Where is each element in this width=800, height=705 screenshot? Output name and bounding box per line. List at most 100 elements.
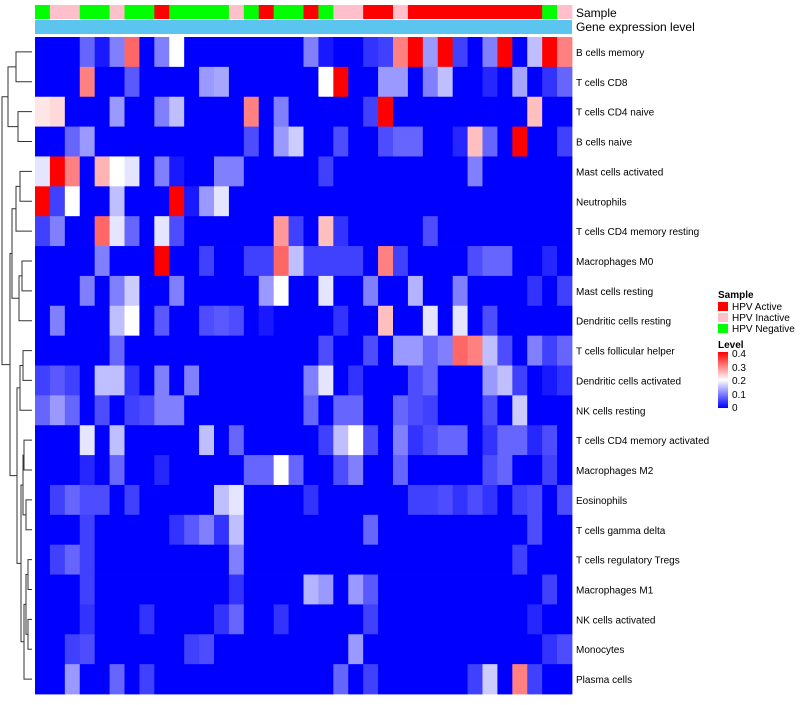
- heatmap-cell: [154, 574, 170, 605]
- legend-swatch-hpv-inactive: [718, 313, 728, 322]
- heatmap-cell: [35, 634, 51, 665]
- dendrogram-branch: [16, 387, 21, 564]
- heatmap-cells: [35, 37, 573, 695]
- heatmap-cell: [243, 66, 260, 98]
- heatmap-cell: [452, 275, 468, 307]
- heatmap-cell: [467, 305, 483, 337]
- heatmap-cell: [378, 186, 394, 217]
- heatmap-cell: [542, 395, 558, 426]
- heatmap-cell: [348, 216, 364, 247]
- heatmap-cell: [557, 335, 573, 366]
- heatmap-cell: [333, 96, 349, 127]
- heatmap-cell: [407, 425, 424, 456]
- heatmap-cell: [124, 37, 140, 68]
- heatmap-cell: [288, 156, 304, 187]
- heatmap-cell: [258, 664, 275, 695]
- sample-track-cell: [199, 5, 215, 19]
- heatmap-cell: [288, 37, 304, 68]
- heatmap-cell: [94, 604, 110, 635]
- heatmap-cell: [139, 604, 155, 635]
- row-label: Plasma cells: [576, 675, 632, 686]
- sample-track-cell: [169, 5, 185, 19]
- heatmap-cell: [94, 126, 110, 157]
- heatmap-cell: [527, 425, 543, 456]
- heatmap-cell: [184, 604, 200, 635]
- heatmap-cell: [124, 96, 140, 127]
- heatmap-cell: [557, 574, 573, 605]
- heatmap-cell: [393, 484, 409, 516]
- heatmap-cell: [273, 216, 289, 247]
- legend-label-hpv-active: HPV Active: [732, 302, 782, 313]
- heatmap-cell: [243, 455, 260, 486]
- row-label: T cells gamma delta: [576, 526, 666, 537]
- heatmap-cell: [154, 395, 170, 426]
- heatmap-cell: [348, 395, 364, 426]
- heatmap-cell: [169, 455, 185, 486]
- heatmap-cell: [407, 335, 424, 366]
- heatmap-cell: [243, 395, 260, 426]
- heatmap-cell: [303, 455, 319, 486]
- heatmap-cell: [512, 544, 528, 575]
- heatmap-cell: [482, 365, 498, 396]
- heatmap-cell: [303, 126, 319, 157]
- heatmap-cell: [79, 604, 96, 635]
- heatmap-cell: [452, 484, 468, 516]
- row-label: NK cells resting: [576, 406, 645, 417]
- sample-track-cell: [378, 5, 394, 19]
- heatmap-cell: [258, 335, 275, 366]
- heatmap-cell: [303, 37, 319, 68]
- heatmap-cell: [35, 514, 51, 546]
- heatmap-cell: [258, 604, 275, 635]
- heatmap-cell: [109, 365, 125, 396]
- heatmap-cell: [154, 305, 170, 337]
- heatmap-cell: [467, 634, 483, 665]
- heatmap-cell: [527, 246, 543, 277]
- heatmap-cell: [363, 455, 379, 486]
- heatmap-cell: [497, 395, 513, 426]
- heatmap-cell: [363, 544, 379, 575]
- heatmap-cell: [139, 634, 155, 665]
- heatmap-cell: [303, 365, 319, 396]
- heatmap-cell: [64, 395, 81, 426]
- heatmap-cell: [228, 425, 245, 456]
- heatmap-cell: [49, 395, 66, 426]
- sample-track-cell: [512, 5, 528, 19]
- heatmap-cell: [35, 275, 51, 307]
- heatmap-cell: [273, 275, 289, 307]
- sample-track-cell: [542, 5, 558, 19]
- heatmap-cell: [288, 66, 304, 98]
- heatmap-cell: [35, 126, 51, 157]
- heatmap-cell: [258, 365, 275, 396]
- heatmap-cell: [393, 335, 409, 366]
- heatmap-cell: [318, 365, 334, 396]
- heatmap-cell: [482, 604, 498, 635]
- heatmap-cell: [318, 544, 334, 575]
- heatmap-cell: [318, 455, 334, 486]
- heatmap-cell: [452, 544, 468, 575]
- heatmap-cell: [139, 186, 155, 217]
- heatmap-cell: [333, 186, 349, 217]
- heatmap-cell: [49, 66, 66, 98]
- heatmap-cell: [527, 455, 543, 486]
- heatmap-cell: [348, 96, 364, 127]
- heatmap-cell: [94, 96, 110, 127]
- heatmap-cell: [348, 37, 364, 68]
- heatmap-cell: [407, 634, 424, 665]
- gene-expression-track: [35, 20, 572, 34]
- heatmap-cell: [527, 335, 543, 366]
- heatmap-cell: [542, 275, 558, 307]
- heatmap-cell: [557, 664, 573, 695]
- heatmap-cell: [527, 37, 543, 68]
- heatmap-cell: [64, 126, 81, 157]
- heatmap-cell: [169, 96, 185, 127]
- heatmap-cell: [378, 455, 394, 486]
- legend-level-colorbar: [718, 352, 728, 408]
- heatmap-cell: [288, 305, 304, 337]
- heatmap-cell: [527, 126, 543, 157]
- heatmap-cell: [243, 156, 260, 187]
- heatmap-cell: [482, 425, 498, 456]
- heatmap-cell: [124, 544, 140, 575]
- heatmap-cell: [109, 514, 125, 546]
- heatmap-cell: [228, 66, 245, 98]
